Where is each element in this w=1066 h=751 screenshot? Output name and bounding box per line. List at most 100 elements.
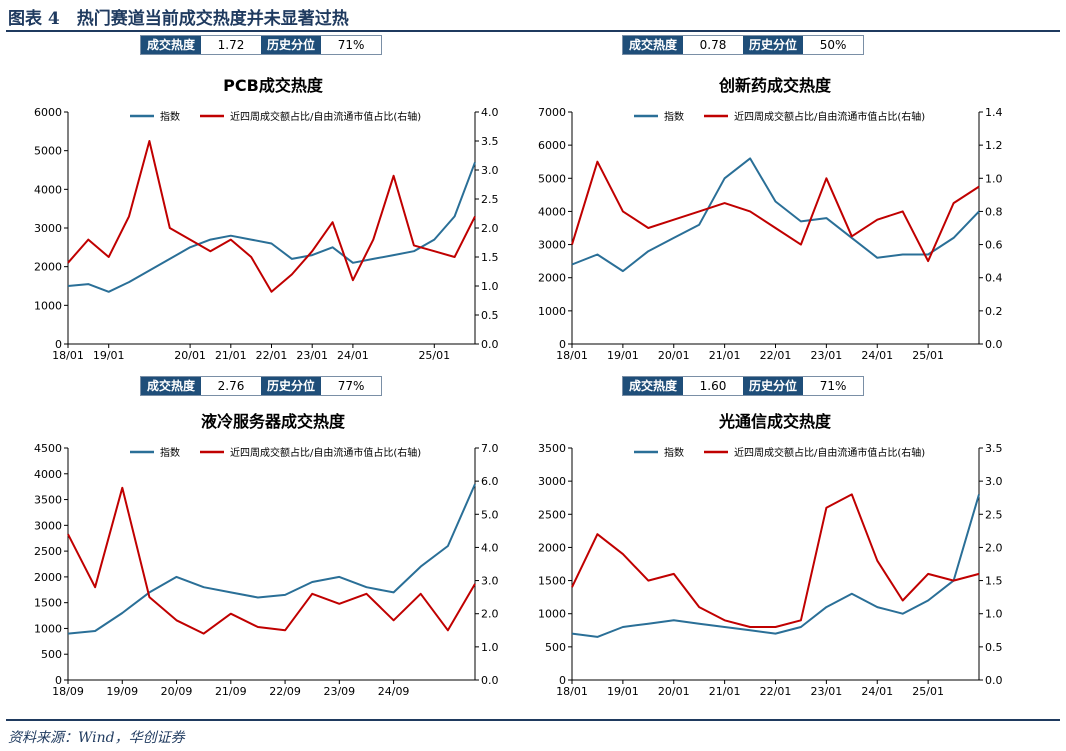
y-tick-label: 2000 [538,541,566,554]
y2-tick-label: 0.5 [985,641,1003,654]
heat-label: 成交热度 [623,36,684,54]
pct-value: 50% [803,36,864,54]
y-tick-label: 3000 [538,475,566,488]
y2-tick-label: 3.5 [481,135,499,148]
x-tick-label: 18/09 [52,685,84,698]
pct-label: 历史分位 [743,36,804,54]
y2-tick-label: 3.5 [985,442,1003,455]
heat-label: 成交热度 [623,377,684,395]
y-tick-label: 5000 [34,145,62,158]
heat-label: 成交热度 [141,377,202,395]
x-tick-label: 24/01 [337,349,369,362]
y2-tick-label: 2.0 [985,541,1003,554]
y2-tick-label: 0.0 [481,674,499,687]
y2-tick-label: 2.0 [481,608,499,621]
series-line-index [67,483,476,635]
y-tick-label: 500 [41,648,62,661]
x-tick-label: 19/01 [93,349,125,362]
x-tick-label: 19/01 [607,685,639,698]
legend-label-ratio: 近四周成交额占比/自由流通市值占比(右轴) [230,446,421,459]
y2-tick-label: 5.0 [481,508,499,521]
y-tick-label: 0 [559,338,566,351]
x-tick-label: 21/01 [709,685,741,698]
x-tick-label: 19/09 [106,685,138,698]
x-tick-label: 20/01 [658,685,690,698]
x-tick-label: 22/01 [760,685,792,698]
x-tick-label: 21/01 [709,349,741,362]
y-tick-label: 3000 [538,239,566,252]
stat-bar-pcb: 成交热度 1.72 历史分位 71% [140,35,383,55]
y-tick-label: 6000 [538,139,566,152]
y-tick-label: 1000 [34,622,62,635]
stat-bar-innovative-drug: 成交热度 0.78 历史分位 50% [622,35,865,55]
pct-label: 历史分位 [261,377,322,395]
heat-value: 1.72 [201,36,262,54]
x-tick-label: 25/01 [418,349,450,362]
x-tick-label: 20/01 [174,349,206,362]
pct-value: 71% [803,377,864,395]
y-tick-label: 0 [55,338,62,351]
y-tick-label: 3500 [34,494,62,507]
y-tick-label: 5000 [538,172,566,185]
x-tick-label: 20/09 [161,685,193,698]
y2-tick-label: 2.5 [985,508,1003,521]
y-tick-label: 4000 [34,468,62,481]
pct-value: 77% [321,377,382,395]
y2-tick-label: 1.2 [985,139,1003,152]
y2-tick-label: 1.5 [985,575,1003,588]
legend-label-ratio: 近四周成交额占比/自由流通市值占比(右轴) [734,110,925,123]
x-tick-label: 23/01 [811,685,843,698]
y-tick-label: 2000 [34,571,62,584]
series-line-ratio [571,493,980,628]
y-tick-label: 4000 [538,205,566,218]
y2-tick-label: 3.0 [481,575,499,588]
y2-tick-label: 2.5 [481,193,499,206]
legend-label-index: 指数 [664,110,684,123]
x-tick-label: 20/01 [658,349,690,362]
stat-bar-optical-comm: 成交热度 1.60 历史分位 71% [622,376,865,396]
y-tick-label: 4000 [34,183,62,196]
stat-bar-liquid-cooling: 成交热度 2.76 历史分位 77% [140,376,383,396]
y2-tick-label: 4.0 [481,106,499,119]
series-line-ratio [67,140,476,293]
legend-label-index: 指数 [160,110,180,123]
y2-tick-label: 3.0 [985,475,1003,488]
y-tick-label: 2500 [34,545,62,558]
y2-tick-label: 0.8 [985,205,1003,218]
chart-title-optical-comm: 光通信成交热度 [718,412,831,431]
y2-tick-label: 0.0 [985,674,1003,687]
series-line-ratio [67,486,476,635]
y2-tick-label: 0.4 [985,272,1003,285]
x-tick-label: 21/09 [215,685,247,698]
x-tick-label: 21/01 [215,349,247,362]
legend-label-ratio: 近四周成交额占比/自由流通市值占比(右轴) [230,110,421,123]
x-tick-label: 22/01 [760,349,792,362]
x-tick-label: 23/01 [296,349,328,362]
y2-tick-label: 1.5 [481,251,499,264]
legend-label-ratio: 近四周成交额占比/自由流通市值占比(右轴) [734,446,925,459]
y2-tick-label: 0.0 [481,338,499,351]
y-tick-label: 7000 [538,106,566,119]
y2-tick-label: 0.5 [481,309,499,322]
y2-tick-label: 6.0 [481,475,499,488]
y2-tick-label: 7.0 [481,442,499,455]
y-tick-label: 500 [545,641,566,654]
x-tick-label: 22/09 [269,685,301,698]
bottom-rule [6,719,1060,721]
pct-label: 历史分位 [743,377,804,395]
source-note: 资料来源：Wind，华创证券 [8,730,185,746]
x-tick-label: 23/01 [811,349,843,362]
y-tick-label: 0 [55,674,62,687]
chart-pcb: 0 1000 2000 3000 4000 5000 6000 0.0 0.5 1.0 1.5 2.0… [34,106,499,362]
page-title: 图表 4 热门赛道当前成交热度并未显著过热 [8,9,349,29]
y2-tick-label: 0.0 [985,338,1003,351]
y-tick-label: 1000 [538,305,566,318]
x-tick-label: 24/09 [378,685,410,698]
y2-tick-label: 4.0 [481,541,499,554]
y2-tick-label: 1.0 [985,608,1003,621]
heat-value: 1.60 [683,377,744,395]
y2-tick-label: 1.4 [985,106,1003,119]
legend-label-index: 指数 [664,446,684,459]
x-tick-label: 24/01 [861,685,893,698]
title-rule [6,30,1060,32]
